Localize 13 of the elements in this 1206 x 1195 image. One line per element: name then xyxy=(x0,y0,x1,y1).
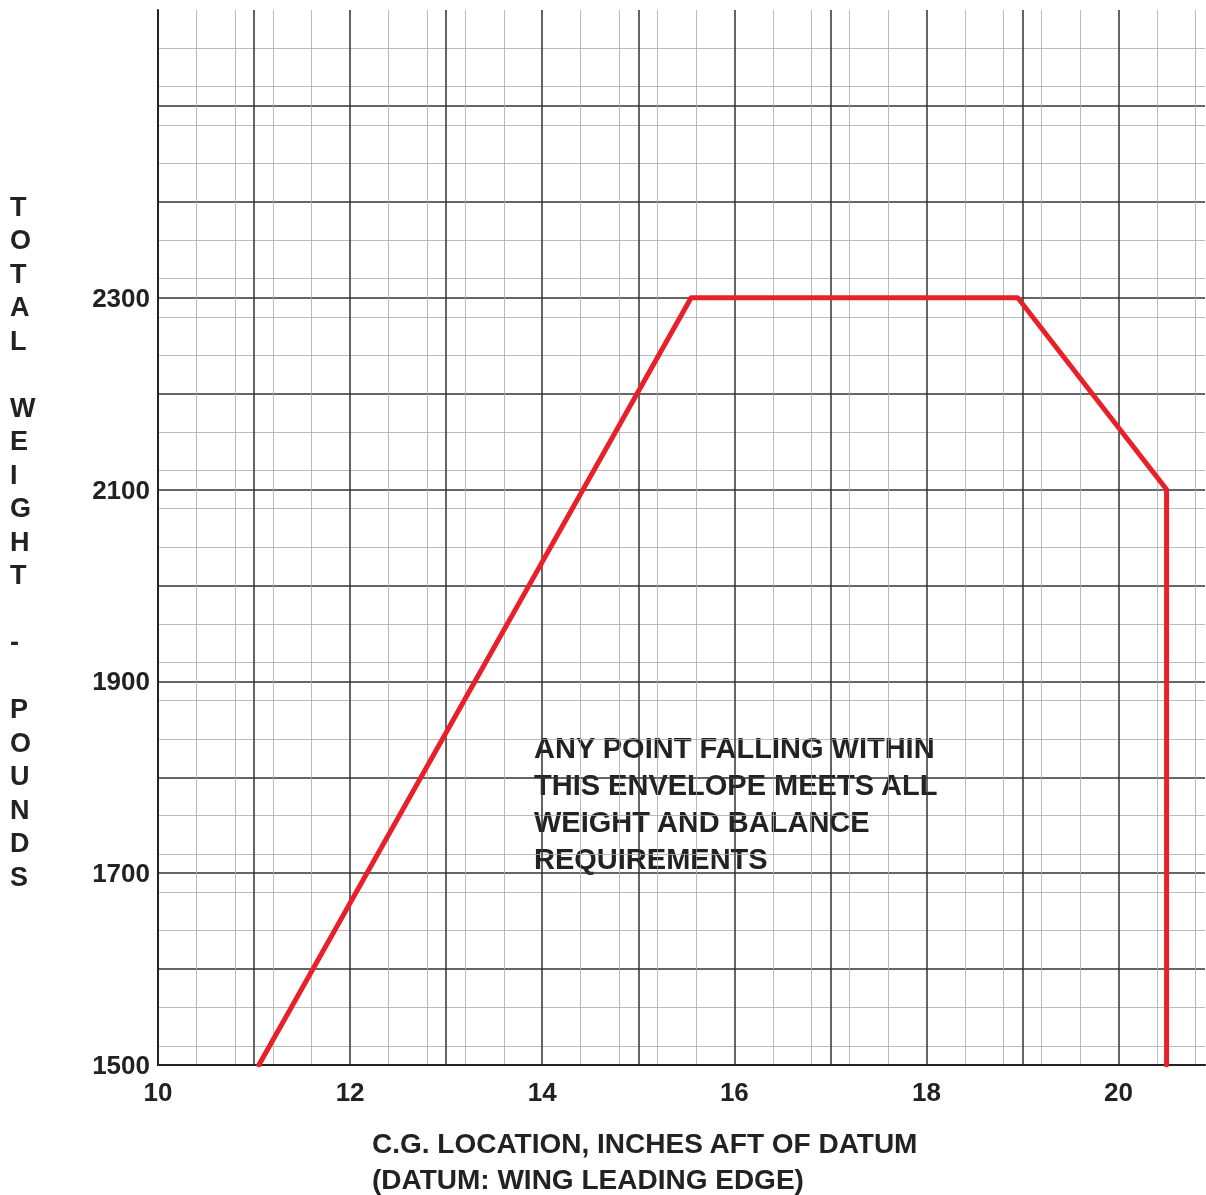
text: TOTAL WEIGHT - POUNDS xyxy=(10,191,36,892)
x-tick-label: 12 xyxy=(335,1077,365,1107)
y-tick-label: 1500 xyxy=(92,1050,150,1080)
x-axis-title: C.G. LOCATION, INCHES AFT OF DATUM (DATUM: WING LEADING EDGE) xyxy=(372,1127,918,1195)
x-tick-label: 18 xyxy=(911,1077,941,1107)
y-tick-label: 2300 xyxy=(92,282,150,313)
x-tick-label: 10 xyxy=(143,1077,173,1107)
x-tick-label: 14 xyxy=(527,1077,558,1107)
x-tick-label: 20 xyxy=(1104,1077,1134,1107)
y-tick-label: 1700 xyxy=(92,858,150,889)
x-tick-label: 16 xyxy=(719,1077,749,1107)
y-tick-label: 1900 xyxy=(92,666,150,697)
y-tick-label: 2100 xyxy=(92,474,150,505)
